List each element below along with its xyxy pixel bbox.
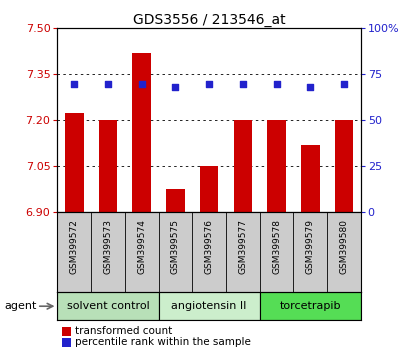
Bar bbox=[300, 145, 319, 212]
Text: GSM399575: GSM399575 bbox=[171, 219, 180, 274]
Point bbox=[71, 81, 77, 86]
Bar bbox=[334, 120, 353, 212]
Text: GSM399574: GSM399574 bbox=[137, 219, 146, 274]
Point bbox=[172, 84, 178, 90]
Bar bbox=[259, 292, 360, 320]
Text: agent: agent bbox=[4, 301, 36, 311]
Text: solvent control: solvent control bbox=[66, 301, 149, 311]
Text: GSM399572: GSM399572 bbox=[70, 219, 79, 274]
Bar bbox=[65, 113, 83, 212]
Bar bbox=[57, 292, 158, 320]
Point bbox=[239, 81, 245, 86]
Point bbox=[306, 84, 313, 90]
Bar bbox=[199, 166, 218, 212]
Title: GDS3556 / 213546_at: GDS3556 / 213546_at bbox=[133, 13, 285, 27]
Bar bbox=[166, 189, 184, 212]
Point bbox=[104, 81, 111, 86]
Text: transformed count: transformed count bbox=[74, 326, 171, 336]
Bar bbox=[132, 53, 151, 212]
Point bbox=[205, 81, 212, 86]
Bar bbox=[99, 120, 117, 212]
Point bbox=[272, 81, 279, 86]
Text: angiotensin II: angiotensin II bbox=[171, 301, 246, 311]
Text: GSM399576: GSM399576 bbox=[204, 219, 213, 274]
Bar bbox=[267, 120, 285, 212]
Text: GSM399573: GSM399573 bbox=[103, 219, 112, 274]
Bar bbox=[158, 292, 259, 320]
Text: GSM399580: GSM399580 bbox=[339, 219, 348, 274]
Text: GSM399578: GSM399578 bbox=[271, 219, 280, 274]
Text: percentile rank within the sample: percentile rank within the sample bbox=[74, 337, 250, 347]
Text: GSM399579: GSM399579 bbox=[305, 219, 314, 274]
Bar bbox=[233, 120, 252, 212]
Point bbox=[340, 81, 346, 86]
Text: GSM399577: GSM399577 bbox=[238, 219, 247, 274]
Point bbox=[138, 81, 145, 86]
Text: torcetrapib: torcetrapib bbox=[279, 301, 340, 311]
